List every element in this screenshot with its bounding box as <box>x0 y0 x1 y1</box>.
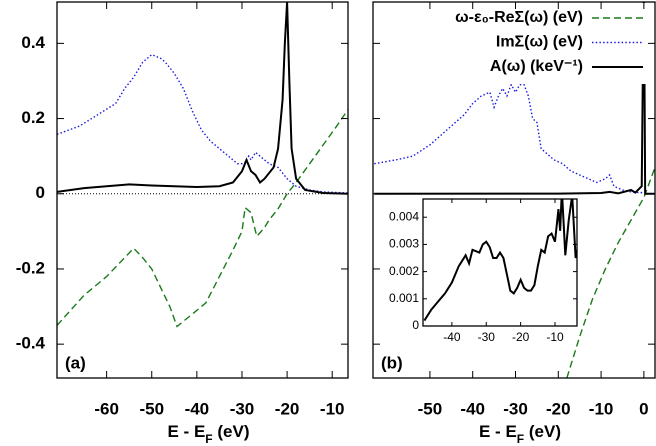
x-tick-label: -50 <box>418 399 443 418</box>
panel-label: (b) <box>381 353 403 372</box>
y-tick-label: 0.2 <box>21 108 45 127</box>
x-tick-label: -40 <box>443 330 461 344</box>
x-tick-label: -50 <box>139 399 164 418</box>
panel: 0 0.001 0.002 0.003 0.004 -40 -30 -20 -10 <box>389 198 578 344</box>
series-line <box>374 83 644 194</box>
x-tick-label: -10 <box>546 330 564 344</box>
plot-frame <box>56 1 349 379</box>
panel: -0.4 -0.2 0 0.2 0.4 -60 -50 -40 -30 -20 -10 (a) E - … <box>16 1 349 446</box>
x-tick-label: -40 <box>185 399 210 418</box>
x-axis-label-part: (eV) <box>524 422 561 441</box>
x-tick-label: -30 <box>230 399 255 418</box>
x-tick-label: -10 <box>320 399 345 418</box>
x-tick-label: -20 <box>546 399 571 418</box>
y-tick-label: 0 <box>412 318 419 332</box>
y-tick-label: 0.003 <box>389 237 419 251</box>
x-tick-label: -30 <box>503 399 528 418</box>
series-line <box>57 109 348 328</box>
y-tick-label: 0.4 <box>21 33 45 52</box>
x-tick-label: -30 <box>478 330 496 344</box>
y-tick-label: 0 <box>36 183 45 202</box>
plot-frame <box>422 198 578 327</box>
x-tick-label: -40 <box>460 399 485 418</box>
x-axis-label-part: (eV) <box>213 422 250 441</box>
series-line <box>566 167 655 378</box>
x-axis-label: E - EF (eV) <box>479 422 561 446</box>
y-tick-label: 0.001 <box>389 291 419 305</box>
x-tick-label: -20 <box>275 399 300 418</box>
y-tick-label: -0.2 <box>16 258 45 277</box>
inset-background <box>423 199 577 326</box>
panel-label: (a) <box>65 353 86 372</box>
x-axis-label-part: E - E <box>479 422 517 441</box>
x-axis-label-part: E - E <box>168 422 206 441</box>
legend-label: ImΣ(ω) (eV) <box>496 34 583 51</box>
x-axis-label: E - EF (eV) <box>168 422 250 446</box>
x-tick-label: -60 <box>94 399 119 418</box>
x-axis-label-part: F <box>205 432 212 446</box>
x-tick-label: 0 <box>639 399 648 418</box>
panel: ω-ε₀-ReΣ(ω) (eV) ImΣ(ω) (eV) A(ω) (keV⁻¹) -… <box>372 1 656 446</box>
x-tick-label: -20 <box>512 330 530 344</box>
legend-label: A(ω) (keV⁻¹) <box>490 58 583 75</box>
x-axis-label-part: F <box>517 432 524 446</box>
y-tick-label: -0.4 <box>16 334 46 353</box>
y-tick-label: 0.002 <box>389 264 419 278</box>
x-tick-label: -10 <box>589 399 614 418</box>
y-tick-label: 0.004 <box>389 209 419 223</box>
plot-frame <box>372 1 656 379</box>
legend-label: ω-ε₀-ReΣ(ω) (eV) <box>455 9 583 26</box>
series-line <box>57 2 348 195</box>
series-line <box>57 53 348 194</box>
legend-background <box>413 3 654 84</box>
series-line <box>423 199 577 322</box>
